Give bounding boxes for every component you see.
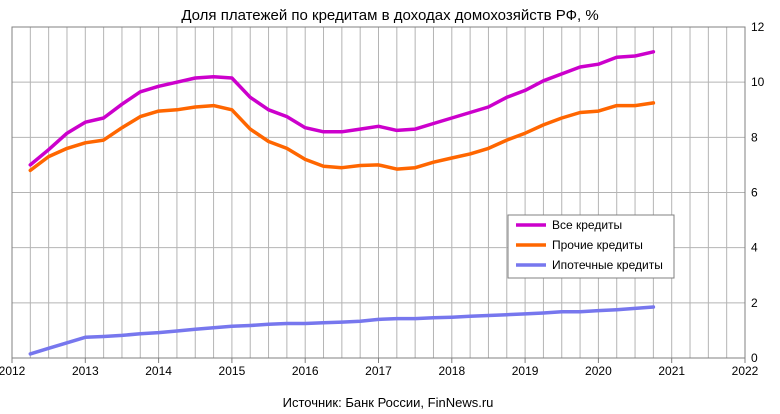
source-note: Источник: Банк России, FinNews.ru (283, 395, 494, 410)
series-line-2 (28, 101, 656, 173)
y-tick-label: 0 (751, 351, 758, 365)
legend: Все кредиты Прочие кредиты Ипотечные креди… (507, 214, 675, 279)
x-tick-label: 2022 (732, 364, 759, 378)
y-tick-label: 8 (751, 130, 758, 144)
x-tick-label: 2012 (0, 364, 26, 378)
legend-label: Все кредиты (552, 218, 622, 232)
x-tick-label: 2021 (658, 364, 685, 378)
x-tick-label: 2014 (145, 364, 172, 378)
x-tick-label: 2019 (512, 364, 539, 378)
y-tick-label: 12 (751, 20, 765, 34)
x-tick-label: 2020 (585, 364, 612, 378)
legend-label: Прочие кредиты (552, 238, 643, 252)
x-tick-label: 2015 (219, 364, 246, 378)
y-tick-label: 4 (751, 241, 758, 255)
y-tick-label: 10 (751, 75, 765, 89)
chart-title: Доля платежей по кредитам в доходах домо… (181, 7, 598, 24)
series-layer (28, 50, 656, 356)
x-tick-label: 2017 (365, 364, 392, 378)
y-tick-label: 6 (751, 186, 758, 200)
legend-label: Ипотечные кредиты (552, 258, 663, 272)
x-tick-label: 2016 (292, 364, 319, 378)
grid (12, 26, 745, 359)
x-axis-ticks: 2012 2013 2014 2015 2016 2017 2018 2019 2020 2021… (0, 358, 759, 378)
legend-entries: Все кредиты Прочие кредиты Ипотечные креди… (516, 218, 663, 272)
y-axis-ticks: 0 2 4 6 8 10 12 (751, 20, 765, 365)
x-tick-label: 2018 (438, 364, 465, 378)
y-tick-label: 2 (751, 296, 758, 310)
series-line-3 (28, 305, 656, 356)
series-line-1 (28, 50, 656, 167)
x-tick-label: 2013 (72, 364, 99, 378)
